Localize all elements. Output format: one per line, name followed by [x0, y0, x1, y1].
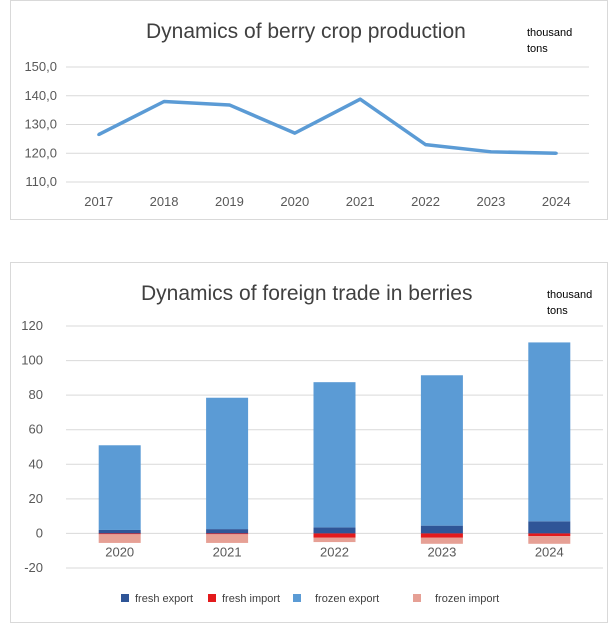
production-line-chart: 110,0 120,0 130,0 140,0 150,0 2017 2018 2019 202…	[24, 59, 589, 209]
bar-segment-fresh-export	[420, 525, 463, 534]
legend-item-frozen-export: frozen export	[293, 593, 379, 605]
bar-segment-fresh-import	[528, 533, 571, 537]
bar-segment-frozen-import	[206, 534, 249, 543]
y-tick-label: 140,0	[24, 88, 57, 103]
legend-label-fresh-import: fresh import	[222, 593, 281, 605]
data-point	[293, 131, 297, 135]
legend-item-fresh-export: fresh export	[121, 593, 193, 605]
bar-segment-frozen-export	[420, 375, 463, 526]
trade-bar-chart: -20 0 20 40 60 80 100 120 2020 2021 2022 2023 2024	[21, 318, 603, 575]
y-tick-label: 0	[36, 525, 43, 540]
bar-segment-fresh-import	[206, 533, 249, 535]
bar-segment-fresh-import	[420, 533, 463, 538]
x-tick-label: 2022	[320, 544, 349, 559]
bar-segment-frozen-import	[98, 534, 141, 543]
x-tick-label: 2024	[535, 544, 564, 559]
y-tick-label: 110,0	[25, 174, 57, 189]
y-tick-label: 100	[21, 353, 43, 368]
series-line	[97, 97, 557, 155]
x-tick-label: 2023	[427, 544, 456, 559]
data-point	[489, 150, 493, 154]
y-tick-label: 60	[29, 422, 43, 437]
data-point	[358, 97, 362, 101]
trade-chart-title: Dynamics of foreign trade in berries	[141, 282, 473, 305]
legend-label-frozen-import: frozen import	[435, 593, 500, 605]
legend-item-fresh-import: fresh import	[208, 593, 280, 605]
bar-segment-frozen-export	[98, 445, 141, 530]
production-chart-panel: Dynamics of berry crop production thousa…	[10, 0, 608, 220]
data-point	[227, 103, 231, 107]
x-tick-label: 2022	[411, 194, 440, 209]
y-tick-label: 130,0	[24, 117, 57, 132]
bar-segment-frozen-export	[206, 397, 249, 530]
data-point	[162, 100, 166, 103]
bar-segment-fresh-export	[98, 529, 141, 534]
x-tick-label: 2019	[215, 194, 244, 209]
legend-swatch-frozen-import	[413, 594, 421, 602]
trade-unit-label: thousand tons	[547, 289, 593, 317]
legend-swatch-fresh-export	[121, 594, 129, 602]
x-tick-label: 2023	[476, 194, 505, 209]
bar-segment-frozen-export	[313, 382, 356, 528]
bar-segment-frozen-import	[528, 536, 571, 544]
x-tick-label: 2020	[105, 544, 134, 559]
x-tick-label: 2021	[213, 544, 242, 559]
y-tick-label: 80	[29, 387, 43, 402]
legend-label-frozen-export: frozen export	[315, 593, 380, 605]
x-tick-label: 2018	[150, 194, 179, 209]
production-unit-label: thousand tons	[527, 27, 573, 55]
legend-label-fresh-export: fresh export	[135, 593, 194, 605]
data-point	[554, 151, 558, 155]
x-tick-label: 2021	[346, 194, 375, 209]
bar-segment-frozen-export	[528, 342, 571, 522]
x-tick-label: 2020	[280, 194, 309, 209]
y-tick-label: -20	[24, 560, 43, 575]
x-tick-label: 2017	[84, 194, 113, 209]
bar-segment-fresh-import	[313, 533, 356, 538]
y-tick-label: 120,0	[24, 145, 57, 160]
bar-segment-fresh-import	[98, 533, 141, 535]
y-tick-label: 20	[29, 491, 43, 506]
production-chart-title: Dynamics of berry crop production	[146, 20, 466, 43]
legend-swatch-frozen-export	[293, 594, 301, 602]
data-point	[424, 143, 428, 147]
trade-chart-panel: Dynamics of foreign trade in berries tho…	[10, 262, 608, 623]
bar-segment-fresh-export	[206, 529, 249, 534]
legend-swatch-fresh-import	[208, 594, 216, 602]
data-point	[97, 133, 101, 137]
y-tick-label: 120	[21, 318, 43, 333]
legend-item-frozen-import: frozen import	[413, 593, 499, 605]
bar-segment-fresh-export	[528, 521, 571, 534]
bar-segment-frozen-import	[313, 537, 356, 543]
bar-segment-fresh-export	[313, 527, 356, 534]
y-tick-label: 150,0	[24, 59, 57, 74]
y-tick-label: 40	[29, 456, 43, 471]
x-tick-label: 2024	[542, 194, 571, 209]
bar-segment-frozen-import	[420, 537, 463, 544]
trade-legend: fresh export fresh import frozen export …	[11, 593, 609, 613]
